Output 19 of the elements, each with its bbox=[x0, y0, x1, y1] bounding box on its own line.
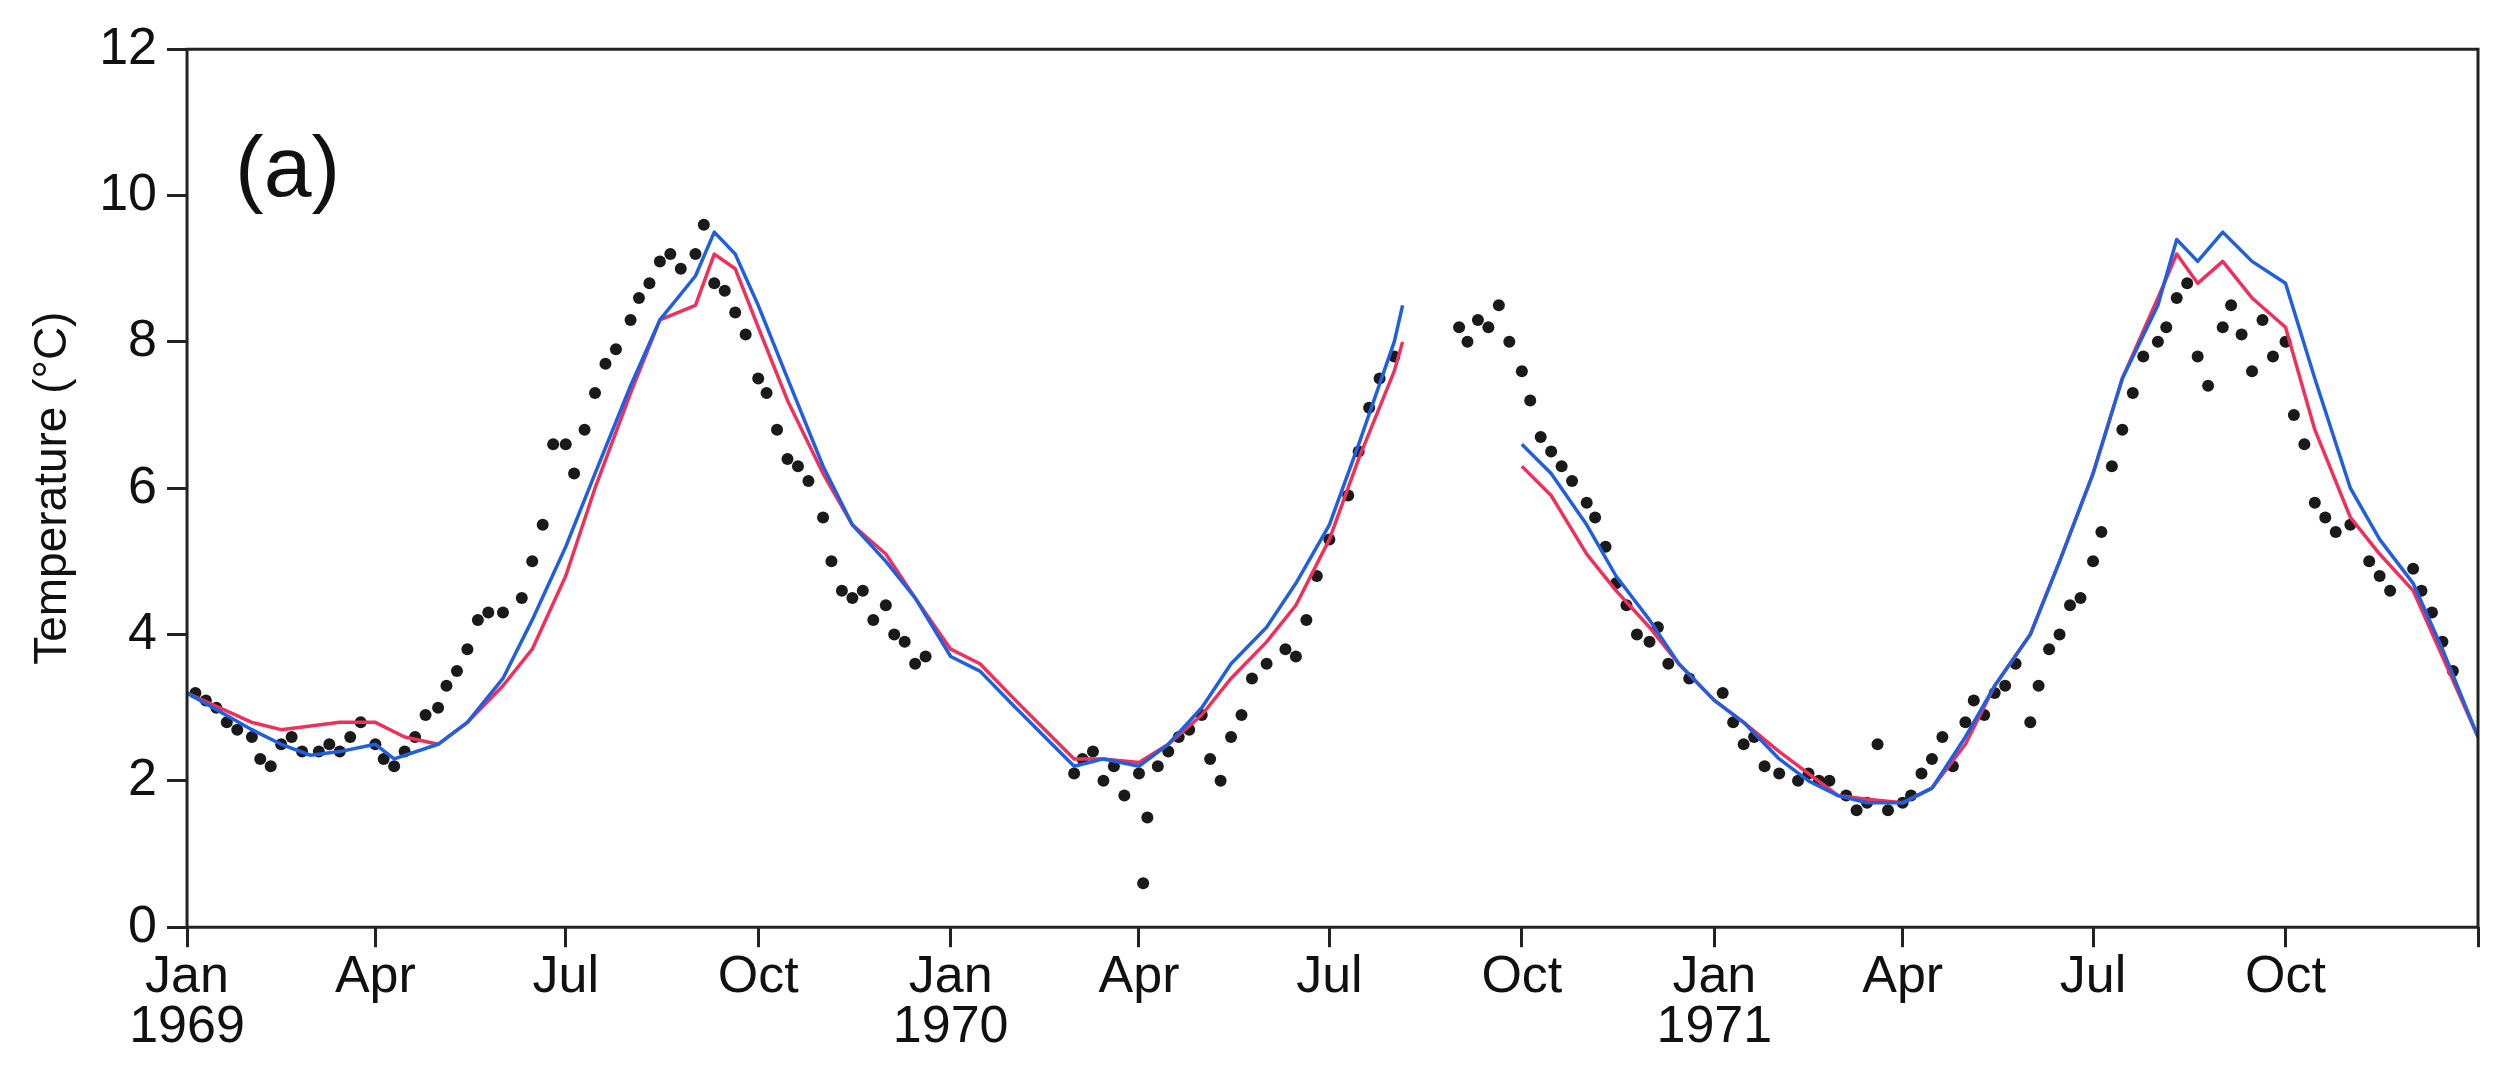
x-tick-label: Jan 1971 bbox=[1656, 945, 1773, 1053]
y-tick-label: 2 bbox=[128, 748, 158, 807]
y-tick-label: 4 bbox=[128, 601, 158, 660]
x-tick-label: Jul bbox=[2059, 945, 2127, 1004]
x-tick-label: Oct bbox=[717, 945, 800, 1004]
x-tick-label: Oct bbox=[2245, 945, 2327, 1004]
x-tick-label: Jul bbox=[1296, 945, 1363, 1004]
x-tick-label: Jan 1970 bbox=[892, 945, 1009, 1053]
x-tick-label: Apr bbox=[1098, 945, 1180, 1004]
x-tick-label: Jul bbox=[532, 945, 599, 1004]
y-tick-label: 10 bbox=[99, 162, 158, 221]
x-tick-label: Apr bbox=[334, 945, 416, 1004]
y-tick-label: 8 bbox=[128, 309, 158, 368]
y-axis-title: Temperature (°C) bbox=[24, 311, 77, 665]
x-tick-label: Oct bbox=[1481, 945, 1563, 1004]
y-tick-label: 12 bbox=[99, 16, 158, 75]
annotation: (a) bbox=[235, 117, 341, 214]
x-tick-label: Apr bbox=[1862, 945, 1944, 1004]
y-tick-label: 6 bbox=[128, 455, 158, 514]
